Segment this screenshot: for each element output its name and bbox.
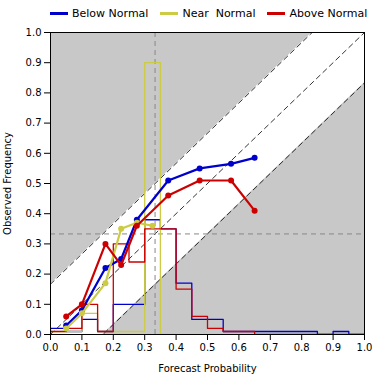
html-text:Near Normal: Near Normal bbox=[182, 6, 256, 20]
svg-text:0.2: 0.2 bbox=[105, 342, 121, 353]
svg-text:Forecast Probability: Forecast Probability bbox=[158, 363, 256, 374]
svg-text:1.0: 1.0 bbox=[26, 27, 42, 38]
svg-text:0.4: 0.4 bbox=[26, 208, 42, 219]
svg-text:0.8: 0.8 bbox=[294, 342, 310, 353]
svg-text:0.7: 0.7 bbox=[262, 342, 278, 353]
svg-text:0.9: 0.9 bbox=[325, 342, 341, 353]
svg-text:0.7: 0.7 bbox=[26, 117, 42, 128]
html-text:Above Normal: Above Normal bbox=[289, 6, 368, 20]
svg-text:0.2: 0.2 bbox=[26, 268, 42, 279]
svg-text:0.1: 0.1 bbox=[26, 299, 42, 310]
svg-text:1.0: 1.0 bbox=[357, 342, 373, 353]
svg-text:0.3: 0.3 bbox=[26, 238, 42, 249]
svg-text:0.0: 0.0 bbox=[43, 342, 59, 353]
svg-text:0.6: 0.6 bbox=[26, 148, 42, 159]
html-text:Below Normal: Below Normal bbox=[72, 6, 149, 20]
svg-text:0.6: 0.6 bbox=[231, 342, 247, 353]
svg-text:0.3: 0.3 bbox=[137, 342, 153, 353]
svg-text:0.4: 0.4 bbox=[168, 342, 184, 353]
svg-text:0.8: 0.8 bbox=[26, 87, 42, 98]
svg-text:0.0: 0.0 bbox=[26, 329, 42, 340]
svg-text:0.5: 0.5 bbox=[26, 178, 42, 189]
svg-text:0.9: 0.9 bbox=[26, 57, 42, 68]
svg-text:0.1: 0.1 bbox=[74, 342, 90, 353]
svg-text:0.5: 0.5 bbox=[200, 342, 216, 353]
svg-text:Observed Frequency: Observed Frequency bbox=[2, 132, 13, 235]
